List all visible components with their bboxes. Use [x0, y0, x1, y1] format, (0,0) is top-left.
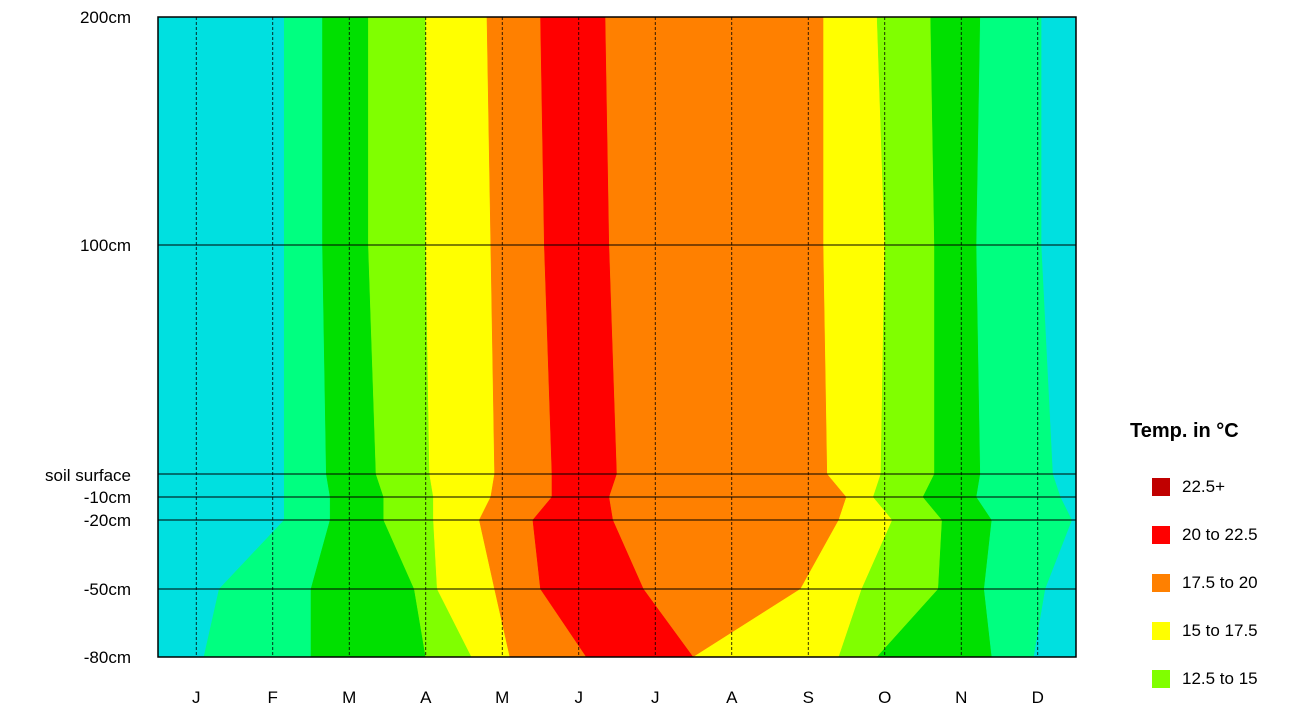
legend-item: 17.5 to 20	[1128, 559, 1288, 607]
temperature-bands	[157, 16, 1077, 658]
legend-item: 20 to 22.5	[1128, 511, 1288, 559]
legend-label: 15 to 17.5	[1182, 621, 1258, 640]
x-tick-label: S	[803, 688, 814, 707]
legend-swatch	[1152, 478, 1170, 496]
legend-items: 22.5+ 20 to 22.5 17.5 to 20 15 to 17.5 12.5 …	[1128, 463, 1288, 703]
x-tick-label: M	[342, 688, 356, 707]
y-tick-label: -50cm	[84, 580, 131, 599]
legend-label: 17.5 to 20	[1182, 573, 1258, 592]
y-tick-label: -80cm	[84, 648, 131, 667]
x-tick-label: J	[575, 688, 584, 707]
x-tick-label: O	[878, 688, 891, 707]
y-tick-label: soil surface	[45, 466, 131, 485]
x-tick-label: N	[955, 688, 967, 707]
plot-frame	[157, 16, 1077, 658]
x-tick-label: J	[651, 688, 660, 707]
legend-swatch	[1152, 670, 1170, 688]
y-tick-label: 100cm	[80, 236, 131, 255]
y-tick-label: -10cm	[84, 488, 131, 507]
legend-item: 15 to 17.5	[1128, 607, 1288, 655]
chart-gridlines	[158, 17, 1076, 657]
temperature-band-7	[605, 16, 847, 658]
y-tick-label: 200cm	[80, 8, 131, 27]
x-tick-label: M	[495, 688, 509, 707]
legend-swatch	[1152, 526, 1170, 544]
legend-label: 12.5 to 15	[1182, 669, 1258, 688]
x-tick-label: A	[726, 688, 738, 707]
x-tick-label: A	[420, 688, 432, 707]
x-tick-label: J	[192, 688, 201, 707]
legend: Temp. in °C 22.5+ 20 to 22.5 17.5 to 20 15 …	[1128, 420, 1288, 703]
x-tick-label: F	[268, 688, 278, 707]
legend-swatch	[1152, 622, 1170, 640]
legend-swatch	[1152, 574, 1170, 592]
legend-label: 20 to 22.5	[1182, 525, 1258, 544]
legend-label: 22.5+	[1182, 477, 1226, 496]
legend-item: 12.5 to 15	[1128, 655, 1288, 703]
y-axis-labels: 200cm 100cm soil surface -10cm -20cm -50cm -80…	[45, 8, 131, 667]
x-tick-label: D	[1032, 688, 1044, 707]
y-tick-label: -20cm	[84, 511, 131, 530]
legend-title: Temp. in °C	[1130, 420, 1239, 442]
legend-item: 22.5+	[1128, 463, 1288, 511]
